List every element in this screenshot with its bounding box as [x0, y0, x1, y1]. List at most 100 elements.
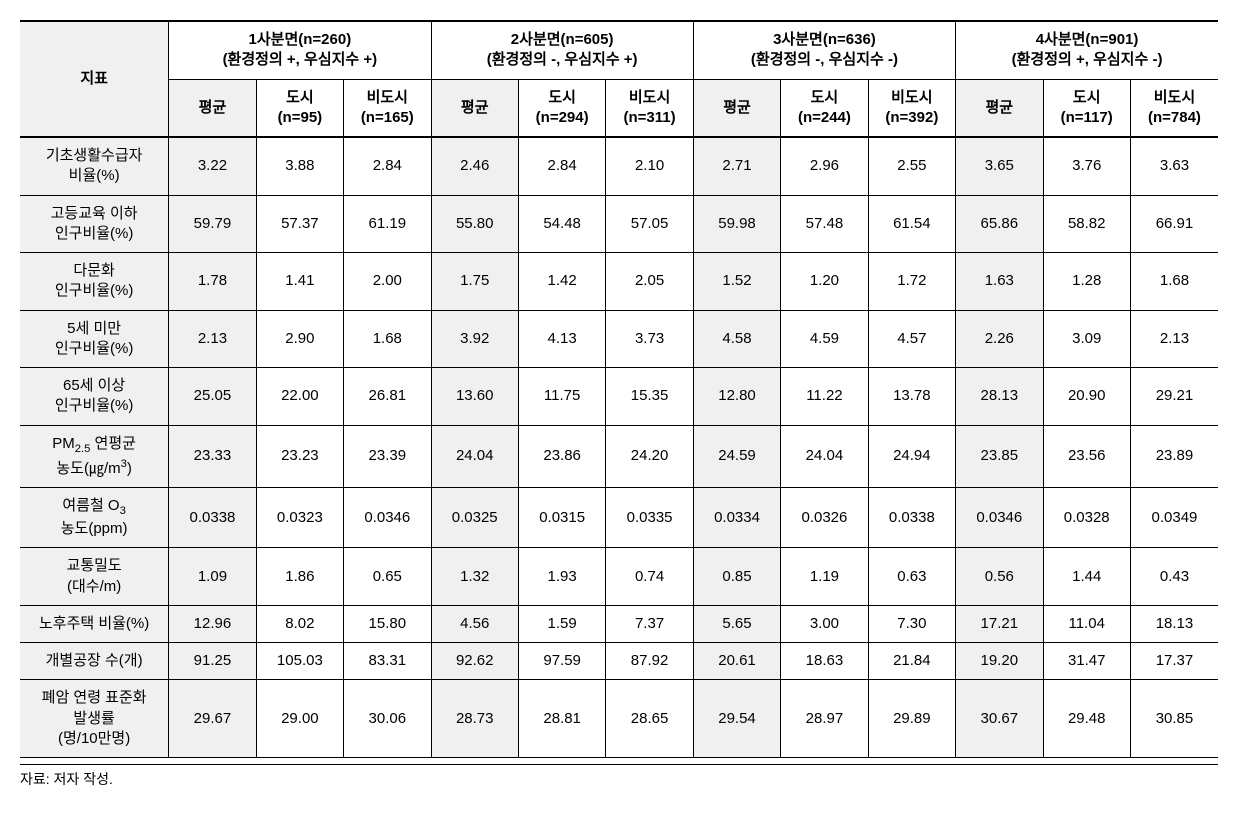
table-row: 여름철 O3농도(ppm)0.03380.03230.03460.03250.0… — [20, 487, 1218, 547]
cell: 7.30 — [868, 605, 955, 642]
cell: 11.04 — [1043, 605, 1130, 642]
table-row: 노후주택 비율(%)12.968.0215.804.561.597.375.65… — [20, 605, 1218, 642]
cell: 1.63 — [956, 253, 1043, 311]
source-note: 자료: 저자 작성. — [20, 764, 1218, 789]
group-header-1: 1사분면(n=260) (환경정의 +, 우심지수 +) — [169, 21, 431, 79]
cell: 26.81 — [344, 368, 431, 426]
cell: 0.0334 — [693, 487, 780, 547]
cell: 23.85 — [956, 425, 1043, 487]
col-noncity: 비도시(n=165) — [344, 79, 431, 137]
cell: 15.80 — [344, 605, 431, 642]
row-label: 개별공장 수(개) — [20, 643, 169, 680]
cell: 1.42 — [518, 253, 605, 311]
cell: 3.65 — [956, 137, 1043, 195]
cell: 55.80 — [431, 195, 518, 253]
cell: 1.68 — [344, 310, 431, 368]
cell: 5.65 — [693, 605, 780, 642]
cell: 3.63 — [1130, 137, 1218, 195]
row-label: 여름철 O3농도(ppm) — [20, 487, 169, 547]
cell: 29.00 — [256, 680, 343, 758]
cell: 0.0315 — [518, 487, 605, 547]
cell: 19.20 — [956, 643, 1043, 680]
group-title: 1사분면(n=260) — [249, 31, 352, 48]
cell: 0.43 — [1130, 548, 1218, 606]
cell: 0.0325 — [431, 487, 518, 547]
cell: 0.56 — [956, 548, 1043, 606]
cell: 2.13 — [169, 310, 256, 368]
cell: 1.28 — [1043, 253, 1130, 311]
col-avg: 평균 — [693, 79, 780, 137]
cell: 0.74 — [606, 548, 693, 606]
cell: 17.37 — [1130, 643, 1218, 680]
cell: 61.19 — [344, 195, 431, 253]
cell: 105.03 — [256, 643, 343, 680]
cell: 4.57 — [868, 310, 955, 368]
cell: 2.84 — [344, 137, 431, 195]
cell: 24.04 — [781, 425, 868, 487]
cell: 30.85 — [1130, 680, 1218, 758]
cell: 1.68 — [1130, 253, 1218, 311]
row-label: 고등교육 이하인구비율(%) — [20, 195, 169, 253]
group-title: 3사분면(n=636) — [773, 31, 876, 48]
cell: 0.0328 — [1043, 487, 1130, 547]
group-sub: (환경정의 +, 우심지수 +) — [223, 51, 378, 68]
cell: 57.37 — [256, 195, 343, 253]
cell: 91.25 — [169, 643, 256, 680]
cell: 22.00 — [256, 368, 343, 426]
col-avg: 평균 — [956, 79, 1043, 137]
cell: 12.80 — [693, 368, 780, 426]
col-city: 도시(n=244) — [781, 79, 868, 137]
cell: 0.0349 — [1130, 487, 1218, 547]
cell: 1.09 — [169, 548, 256, 606]
table-row: PM2.5 연평균농도(㎍/m3)23.3323.2323.3924.0423.… — [20, 425, 1218, 487]
row-label: 교통밀도(대수/m) — [20, 548, 169, 606]
cell: 2.71 — [693, 137, 780, 195]
cell: 12.96 — [169, 605, 256, 642]
cell: 17.21 — [956, 605, 1043, 642]
row-label: 기초생활수급자비율(%) — [20, 137, 169, 195]
group-title: 2사분면(n=605) — [511, 31, 614, 48]
cell: 0.63 — [868, 548, 955, 606]
cell: 1.75 — [431, 253, 518, 311]
cell: 3.76 — [1043, 137, 1130, 195]
cell: 1.41 — [256, 253, 343, 311]
cell: 29.89 — [868, 680, 955, 758]
table-row: 교통밀도(대수/m)1.091.860.651.321.930.740.851.… — [20, 548, 1218, 606]
cell: 0.0346 — [956, 487, 1043, 547]
col-avg: 평균 — [431, 79, 518, 137]
cell: 23.33 — [169, 425, 256, 487]
cell: 23.56 — [1043, 425, 1130, 487]
cell: 24.94 — [868, 425, 955, 487]
cell: 30.67 — [956, 680, 1043, 758]
cell: 0.0323 — [256, 487, 343, 547]
cell: 18.63 — [781, 643, 868, 680]
row-label: 5세 미만인구비율(%) — [20, 310, 169, 368]
col-noncity: 비도시(n=311) — [606, 79, 693, 137]
cell: 54.48 — [518, 195, 605, 253]
cell: 2.46 — [431, 137, 518, 195]
cell: 4.56 — [431, 605, 518, 642]
cell: 0.0338 — [868, 487, 955, 547]
cell: 29.21 — [1130, 368, 1218, 426]
cell: 28.65 — [606, 680, 693, 758]
cell: 25.05 — [169, 368, 256, 426]
group-header-2: 2사분면(n=605) (환경정의 -, 우심지수 +) — [431, 21, 693, 79]
cell: 29.48 — [1043, 680, 1130, 758]
cell: 31.47 — [1043, 643, 1130, 680]
table-row: 폐암 연령 표준화발생률(명/10만명)29.6729.0030.0628.73… — [20, 680, 1218, 758]
table-row: 다문화인구비율(%)1.781.412.001.751.422.051.521.… — [20, 253, 1218, 311]
cell: 24.59 — [693, 425, 780, 487]
cell: 87.92 — [606, 643, 693, 680]
table-body: 기초생활수급자비율(%)3.223.882.842.462.842.102.71… — [20, 137, 1218, 758]
col-city: 도시(n=117) — [1043, 79, 1130, 137]
cell: 28.13 — [956, 368, 1043, 426]
subheader-row: 평균 도시(n=95) 비도시(n=165) 평균 도시(n=294) 비도시(… — [20, 79, 1218, 137]
col-city: 도시(n=95) — [256, 79, 343, 137]
table-row: 개별공장 수(개)91.25105.0383.3192.6297.5987.92… — [20, 643, 1218, 680]
cell: 28.97 — [781, 680, 868, 758]
cell: 1.52 — [693, 253, 780, 311]
cell: 0.65 — [344, 548, 431, 606]
cell: 15.35 — [606, 368, 693, 426]
cell: 28.73 — [431, 680, 518, 758]
row-label: PM2.5 연평균농도(㎍/m3) — [20, 425, 169, 487]
